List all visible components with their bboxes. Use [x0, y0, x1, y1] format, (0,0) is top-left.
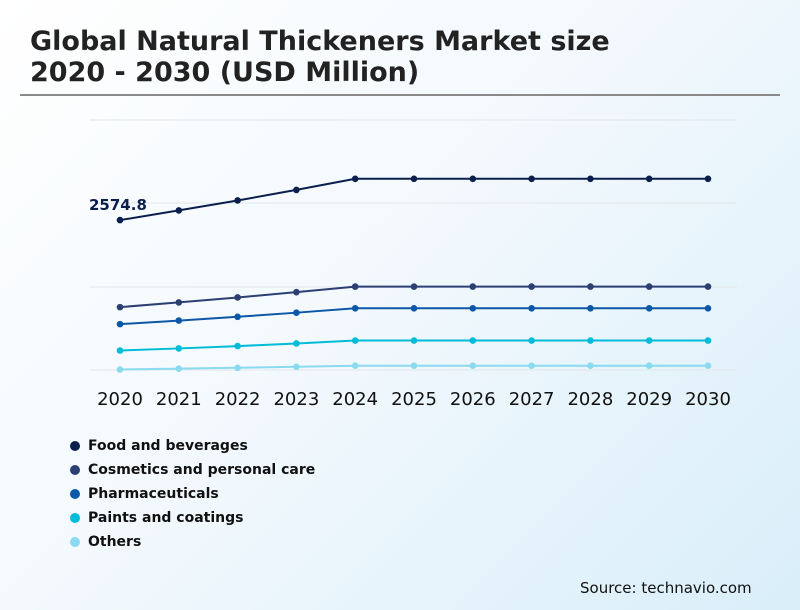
- data-point-s4-2023: [293, 340, 300, 347]
- data-point-s3-2030: [704, 304, 712, 312]
- legend-label: Pharmaceuticals: [88, 486, 219, 502]
- data-point-s1-2025: [410, 175, 418, 183]
- legend-item-5: Others: [70, 530, 315, 554]
- title-line-2: 2020 - 2030 (USD Million): [30, 57, 420, 88]
- data-point-s1-2029: [645, 175, 653, 183]
- title-divider: [20, 94, 780, 96]
- data-point-s4-2021: [175, 345, 183, 352]
- x-tick-label-2029: 2029: [626, 389, 672, 410]
- legend-marker-icon: [70, 513, 80, 523]
- data-point-s1-2027: [528, 175, 535, 183]
- data-point-s2-2028: [587, 283, 594, 290]
- data-point-s4-2024: [351, 337, 359, 344]
- data-point-s4-2026: [469, 337, 477, 344]
- data-point-s4-2029: [645, 337, 653, 344]
- data-point-s5-2022: [234, 364, 241, 372]
- legend-marker-icon: [70, 489, 80, 499]
- x-tick-label-2024: 2024: [332, 389, 378, 410]
- data-point-s3-2026: [469, 304, 477, 312]
- data-point-s4-2027: [528, 337, 535, 344]
- x-tick-label-2021: 2021: [156, 389, 202, 410]
- data-point-s2-2020: [116, 303, 124, 311]
- legend-label: Cosmetics and personal care: [88, 462, 316, 478]
- data-point-s5-2020: [116, 366, 124, 373]
- data-point-s1-2021: [175, 207, 183, 214]
- legend-marker-icon: [70, 465, 80, 475]
- title-line-1: Global Natural Thickeners Market size: [30, 26, 610, 57]
- data-point-s3-2021: [175, 317, 183, 324]
- data-point-s4-2022: [234, 342, 241, 350]
- data-point-s2-2029: [645, 283, 653, 290]
- data-point-s5-2026: [469, 362, 477, 370]
- series-line-1: [119, 177, 708, 222]
- data-point-s5-2030: [704, 362, 712, 370]
- data-point-s3-2022: [234, 313, 241, 321]
- data-point-s2-2025: [410, 283, 418, 290]
- legend-label: Others: [88, 534, 142, 550]
- x-tick-label-2028: 2028: [567, 389, 613, 410]
- data-point-s4-2020: [116, 347, 124, 354]
- data-point-s5-2027: [528, 362, 535, 370]
- data-point-s1-2023: [293, 186, 300, 194]
- legend-item-4: Paints and coatings: [70, 506, 315, 530]
- data-point-s3-2025: [410, 304, 418, 312]
- data-point-s3-2028: [587, 304, 594, 312]
- x-tick-label-2027: 2027: [509, 389, 555, 410]
- data-point-s3-2023: [293, 309, 300, 316]
- data-point-s3-2027: [528, 304, 535, 312]
- data-point-s3-2024: [351, 304, 359, 312]
- data-point-s2-2022: [234, 294, 241, 301]
- data-point-s3-2020: [116, 320, 124, 328]
- data-point-s1-2028: [587, 175, 594, 183]
- data-point-s4-2025: [410, 337, 418, 344]
- data-point-s1-2024: [351, 175, 359, 183]
- data-point-s1-2030: [704, 175, 712, 183]
- data-point-s1-2022: [234, 197, 241, 204]
- legend-label: Paints and coatings: [88, 510, 244, 526]
- legend-marker-icon: [70, 441, 80, 451]
- x-tick-label-2023: 2023: [273, 389, 319, 410]
- legend-item-1: Food and beverages: [70, 434, 315, 458]
- data-point-s2-2026: [469, 283, 477, 290]
- chart-title: Global Natural Thickeners Market size 20…: [30, 26, 770, 88]
- data-point-s5-2023: [293, 363, 300, 371]
- data-point-s2-2021: [175, 299, 183, 306]
- data-label-1: 2574.8: [89, 196, 147, 214]
- data-point-s1-2026: [469, 175, 477, 183]
- data-point-s4-2028: [587, 337, 594, 344]
- legend: Food and beverages Cosmetics and personal…: [70, 434, 315, 554]
- data-point-s1-2020: [116, 216, 124, 224]
- data-point-s5-2024: [351, 362, 359, 370]
- data-point-s5-2025: [410, 362, 418, 370]
- data-point-s5-2029: [645, 362, 653, 370]
- legend-item-2: Cosmetics and personal care: [70, 458, 315, 482]
- x-tick-label-2022: 2022: [215, 389, 261, 410]
- x-tick-label-2030: 2030: [685, 389, 731, 410]
- data-point-s2-2030: [704, 283, 712, 290]
- data-point-s2-2024: [351, 283, 359, 290]
- data-point-s5-2021: [175, 365, 183, 372]
- source-credit: Source: technavio.com: [580, 579, 752, 597]
- line-chart: 2020 2021 2022 2023 2024 2025 2026 2027 2028 2029…: [89, 119, 737, 410]
- x-tick-label-2020: 2020: [97, 389, 143, 410]
- legend-item-3: Pharmaceuticals: [70, 482, 315, 506]
- data-point-s4-2030: [704, 337, 712, 344]
- legend-label: Food and beverages: [88, 438, 248, 454]
- data-point-s5-2028: [587, 362, 594, 370]
- legend-marker-icon: [70, 537, 80, 547]
- data-point-s3-2029: [645, 304, 653, 312]
- x-tick-label-2025: 2025: [391, 389, 437, 410]
- data-point-s2-2023: [293, 288, 300, 296]
- x-tick-label-2026: 2026: [450, 389, 496, 410]
- data-point-s2-2027: [528, 283, 535, 290]
